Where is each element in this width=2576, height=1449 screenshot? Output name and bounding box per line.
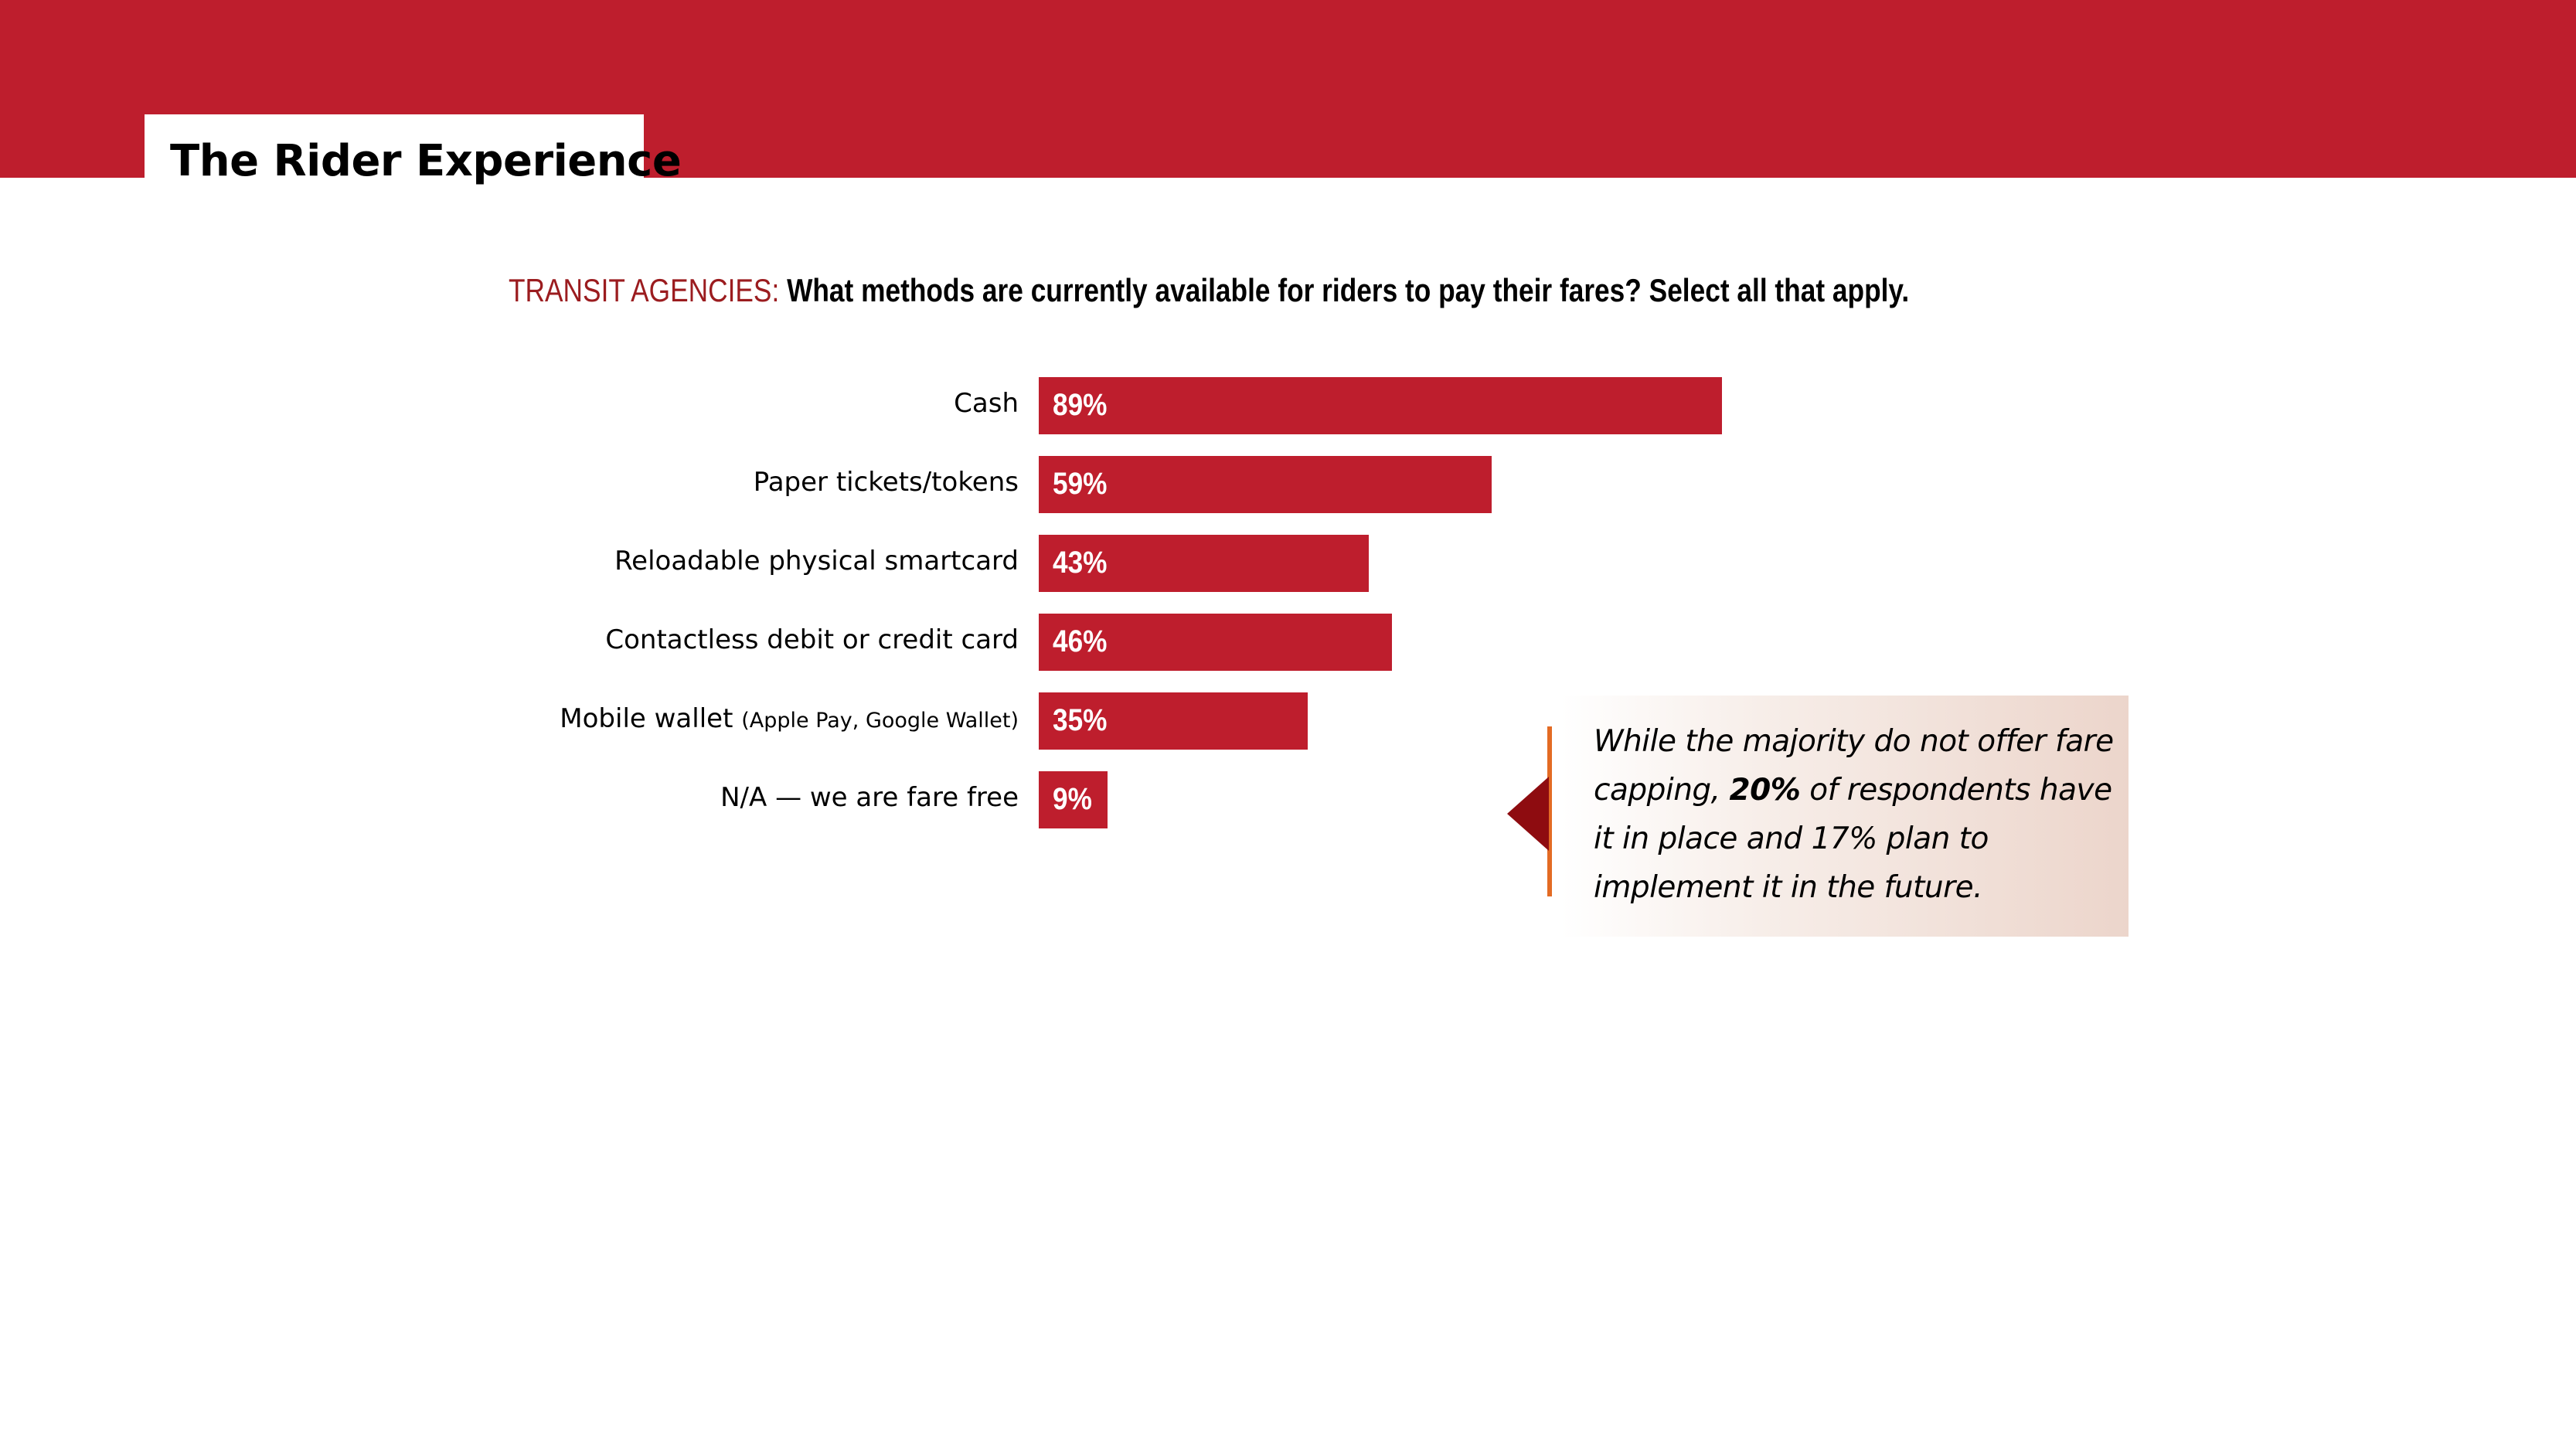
bar-label: Contactless debit or credit card (605, 624, 1019, 655)
callout-arrow-icon (1507, 777, 1549, 851)
bar-label: Reloadable physical smartcard (614, 546, 1019, 577)
bar-row: N/A — we are fare free 9% (0, 771, 2576, 828)
bar: 43% (1039, 535, 1369, 592)
question-prefix: TRANSIT AGENCIES: (509, 272, 780, 308)
bar-label: Cash (954, 388, 1019, 419)
bar-label: Mobile wallet (Apple Pay, Google Wallet) (560, 703, 1019, 734)
bar-row: Reloadable physical smartcard 43% (0, 535, 2576, 592)
chart-question: TRANSIT AGENCIES: What methods are curre… (509, 272, 1909, 309)
bar-row: Contactless debit or credit card 46% (0, 614, 2576, 671)
bar: 59% (1039, 456, 1492, 513)
bar-label: N/A — we are fare free (720, 782, 1019, 813)
bar-label: Paper tickets/tokens (753, 467, 1019, 498)
bar-value: 89% (1053, 388, 1108, 422)
bar-value: 35% (1053, 703, 1108, 737)
title-tab: The Rider Experience (145, 114, 682, 186)
bar: 89% (1039, 377, 1722, 434)
bar: 9% (1039, 771, 1108, 828)
bar-row: Cash 89% (0, 377, 2576, 434)
bar-value: 9% (1053, 782, 1092, 816)
callout-accent-line (1547, 726, 1552, 896)
callout-box (1561, 696, 2129, 937)
bar-value: 43% (1053, 546, 1108, 580)
callout-text: While the majority do not offer fare cap… (1594, 724, 2114, 905)
question-text: What methods are currently available for… (779, 272, 1910, 308)
bar-value: 46% (1053, 624, 1108, 658)
page-title: The Rider Experience (170, 136, 682, 186)
bar: 35% (1039, 692, 1308, 750)
bar-value: 59% (1053, 467, 1108, 501)
bar: 46% (1039, 614, 1392, 671)
bar-row: Paper tickets/tokens 59% (0, 456, 2576, 513)
bar-row: Mobile wallet (Apple Pay, Google Wallet)… (0, 692, 2576, 750)
callout-highlight: 20% (1729, 773, 1801, 808)
